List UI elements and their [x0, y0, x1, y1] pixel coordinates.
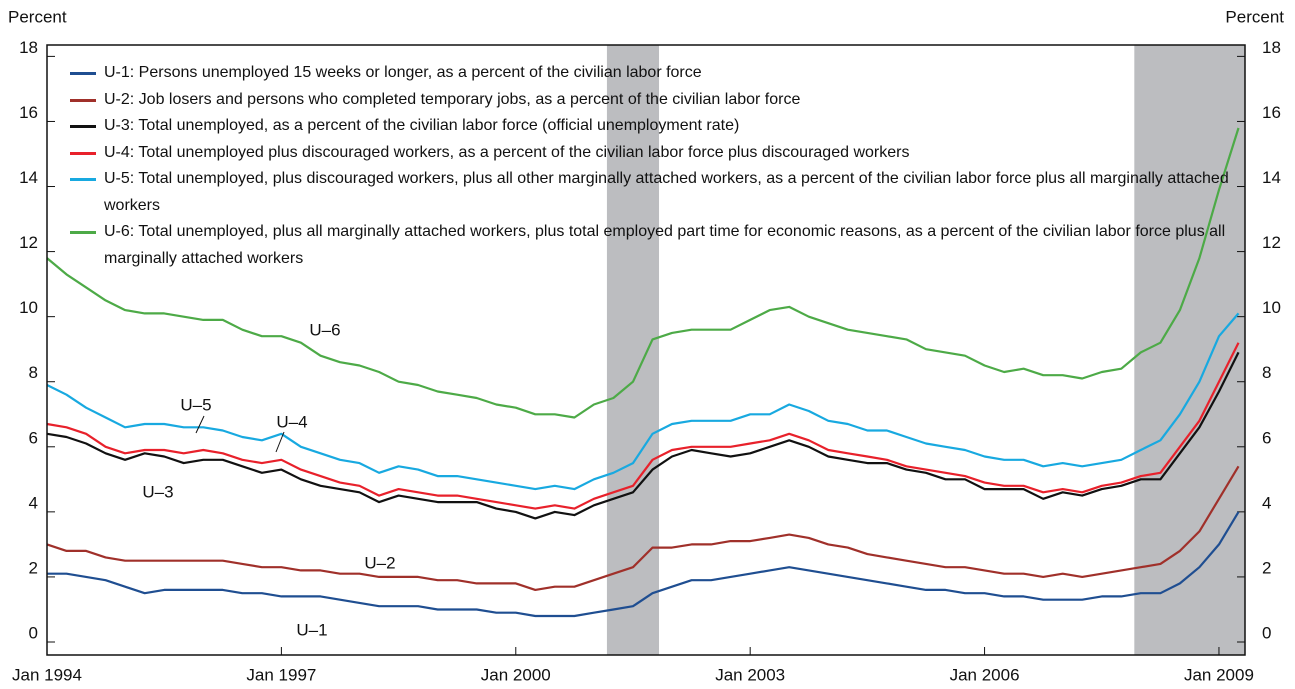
legend-label: U-2: Job losers and persons who complete…: [104, 90, 801, 108]
y2-tick-label: 8: [1262, 363, 1271, 382]
y2-tick-label: 2: [1262, 558, 1271, 577]
y-tick-label: 18: [19, 38, 38, 57]
x-tick-label: Jan 2009: [1184, 665, 1254, 684]
y-tick-label: 0: [29, 623, 38, 642]
x-tick-label: Jan 2003: [715, 665, 785, 684]
y2-axis-label: Percent: [1225, 7, 1284, 26]
y-axis-label: Percent: [8, 7, 67, 26]
legend-swatch: [70, 72, 96, 75]
series-annotation: U–2: [364, 553, 395, 572]
y-tick-label: 4: [29, 493, 38, 512]
legend-item: U-1: Persons unemployed 15 weeks or long…: [70, 60, 1235, 87]
x-tick-label: Jan 1994: [12, 665, 82, 684]
legend-item: U-5: Total unemployed, plus discouraged …: [70, 166, 1235, 219]
y-tick-label: 16: [19, 103, 38, 122]
annotation-leader: [195, 415, 205, 434]
y-tick-label: 2: [29, 558, 38, 577]
x-tick-label: Jan 1997: [246, 665, 316, 684]
series-annotation: U–5: [180, 395, 211, 414]
recession-band: [606, 45, 660, 655]
series-annotation: U–3: [142, 482, 173, 501]
legend-item: U-4: Total unemployed plus discouraged w…: [70, 140, 1235, 167]
recession-band: [1134, 45, 1245, 655]
x-tick-label: Jan 2000: [481, 665, 551, 684]
y2-tick-label: 6: [1262, 428, 1271, 447]
y2-tick-label: 10: [1262, 298, 1281, 317]
y2-tick-label: 16: [1262, 103, 1281, 122]
series-line: [46, 312, 1240, 491]
y2-tick-label: 18: [1262, 38, 1281, 57]
legend-item: U-3: Total unemployed, as a percent of t…: [70, 113, 1235, 140]
y-tick-label: 8: [29, 363, 38, 382]
legend-swatch: [70, 151, 96, 155]
legend-label: U-6: Total unemployed, plus all marginal…: [104, 223, 1226, 267]
series-line: [46, 127, 1240, 419]
legend-item: U-2: Job losers and persons who complete…: [70, 87, 1235, 114]
legend: U-1: Persons unemployed 15 weeks or long…: [70, 60, 1235, 272]
series-line: [46, 342, 1240, 510]
legend-item: U-6: Total unemployed, plus all marginal…: [70, 219, 1235, 272]
series-annotation: U–1: [296, 620, 327, 639]
series-line: [46, 351, 1240, 520]
annotation-leader: [275, 431, 285, 453]
legend-label: U-4: Total unemployed plus discouraged w…: [104, 143, 910, 161]
y2-tick-label: 0: [1262, 623, 1271, 642]
y2-tick-label: 12: [1262, 233, 1281, 252]
y-tick-label: 12: [19, 233, 38, 252]
y-tick-label: 6: [29, 428, 38, 447]
x-tick-label: Jan 2006: [950, 665, 1020, 684]
legend-swatch: [70, 178, 96, 181]
series-line: [46, 465, 1240, 591]
y2-tick-label: 14: [1262, 168, 1281, 187]
plot-frame: [46, 44, 1246, 656]
legend-label: U-1: Persons unemployed 15 weeks or long…: [104, 64, 702, 81]
legend-label: U-3: Total unemployed, as a percent of t…: [104, 117, 740, 134]
legend-label: U-5: Total unemployed, plus discouraged …: [104, 170, 1229, 214]
legend-swatch: [70, 98, 96, 102]
series-annotation: U–4: [276, 412, 307, 431]
legend-swatch: [70, 231, 96, 234]
legend-swatch: [70, 125, 96, 128]
series-line: [47, 511, 1240, 618]
y-tick-label: 14: [19, 168, 38, 187]
y-tick-label: 10: [19, 298, 38, 317]
series-annotation: U–6: [309, 320, 340, 339]
y2-tick-label: 4: [1262, 493, 1271, 512]
